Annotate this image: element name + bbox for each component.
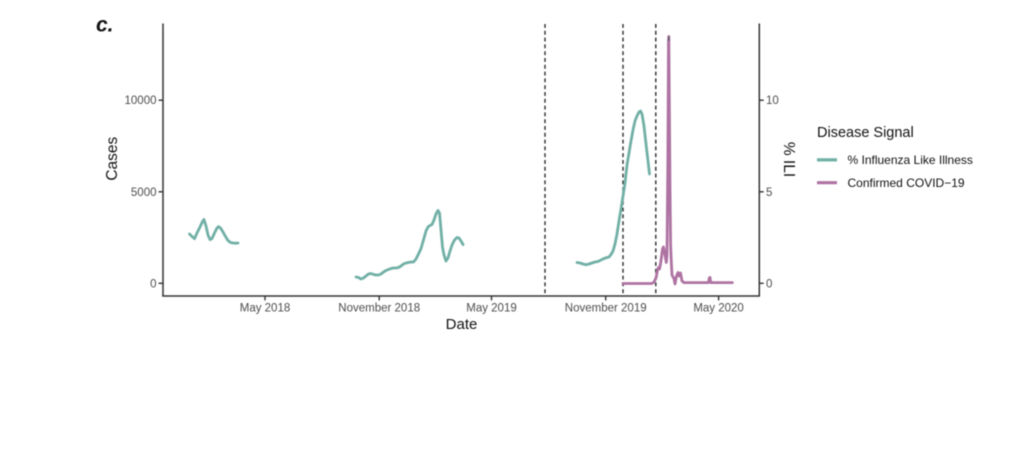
svg-text:10000: 10000 [125, 95, 157, 107]
svg-text:5: 5 [766, 187, 772, 199]
svg-text:Cases: Cases [104, 136, 121, 180]
svg-text:Disease Signal: Disease Signal [817, 125, 914, 141]
svg-text:May 2020: May 2020 [693, 303, 744, 315]
svg-text:Date: Date [446, 316, 478, 333]
svg-text:c.: c. [96, 14, 114, 37]
svg-text:0: 0 [766, 278, 772, 290]
svg-text:May 2019: May 2019 [466, 303, 517, 315]
svg-text:November 2018: November 2018 [338, 303, 420, 315]
svg-text:0: 0 [150, 278, 156, 290]
svg-text:% Influenza Like Illness: % Influenza Like Illness [848, 153, 973, 167]
svg-text:10: 10 [766, 95, 779, 107]
svg-text:5000: 5000 [131, 187, 157, 199]
svg-text:May 2018: May 2018 [240, 303, 291, 315]
svg-text:November 2019: November 2019 [565, 303, 647, 315]
svg-text:Confirmed COVID−19: Confirmed COVID−19 [848, 176, 965, 190]
svg-text:% ILI: % ILI [780, 142, 797, 177]
